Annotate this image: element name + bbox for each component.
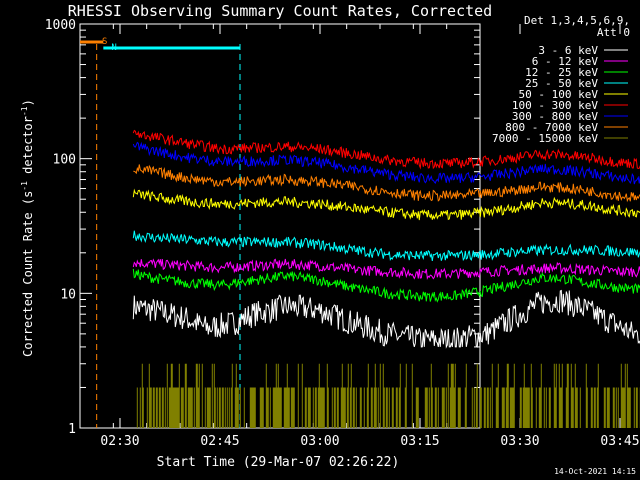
series-6-12-kevline	[132, 258, 640, 281]
x-tick-label: 03:15	[400, 434, 439, 449]
y-axis-label-mid: detector	[21, 116, 35, 181]
y-tick-label: 1000	[45, 18, 76, 33]
x-tick-label: 03:45	[600, 434, 639, 449]
legend-entry-label: 25 - 50 keV	[525, 77, 598, 90]
x-tick-label: 03:30	[500, 434, 539, 449]
plot-area-frame	[79, 23, 481, 429]
y-tick-label: 1	[68, 422, 76, 437]
y-axis-label-main: Corrected Count Rate (s	[21, 191, 35, 357]
y-axis-label-exp1: -1	[20, 181, 29, 191]
legend-entry-label: 300 - 800 keV	[512, 110, 598, 123]
x-axis-label: Start Time (29-Mar-07 02:26:22)	[157, 455, 400, 470]
legend-entry-label: 7000 - 15000 keV	[492, 132, 598, 145]
y-axis: 1 10 100 1000	[45, 18, 480, 437]
x-tick-label: 02:45	[200, 434, 239, 449]
attenuator-state-label: N	[111, 43, 116, 53]
legend-entry-label: 800 - 7000 keV	[505, 121, 598, 134]
legend-entry-label: 50 - 100 keV	[519, 88, 599, 101]
attenuator-markers: SN	[80, 37, 241, 428]
series-300-800-kevline	[132, 141, 640, 185]
series-800-7000-kevline	[133, 164, 640, 203]
y-axis-label: Corrected Count Rate (s-1 detector-1)	[20, 99, 35, 357]
attenuator-state-label: S	[102, 37, 107, 47]
footer-timestamp: 14-Oct-2021 14:15	[554, 467, 636, 476]
series-3-6-kevline	[132, 289, 640, 349]
series-100-300-kevline	[132, 129, 640, 170]
series-50-100-kevline	[132, 188, 640, 221]
legend-entry-label: 100 - 300 keV	[512, 99, 598, 112]
legend-entry-label: 3 - 6 keV	[538, 44, 598, 57]
series-25-50-kevline	[132, 230, 640, 262]
legend-entry-label: 6 - 12 keV	[532, 55, 599, 68]
series-12-25-kevline	[132, 268, 640, 303]
legend-header: Att 0	[597, 26, 630, 39]
series-7000-15000-kevline	[136, 363, 640, 428]
legend-entry-label: 12 - 25 keV	[525, 66, 598, 79]
y-axis-label-exp2: -1	[20, 106, 29, 116]
y-axis-label-end: )	[21, 99, 35, 106]
x-tick-label: 03:00	[300, 434, 339, 449]
x-tick-label: 02:30	[100, 434, 139, 449]
series-group	[132, 129, 640, 428]
y-tick-label: 10	[60, 287, 76, 302]
legend-header: Det 1,3,4,5,6,9,	[524, 14, 630, 27]
y-tick-label: 100	[53, 153, 76, 168]
chart-title: RHESSI Observing Summary Count Rates, Co…	[68, 2, 492, 20]
